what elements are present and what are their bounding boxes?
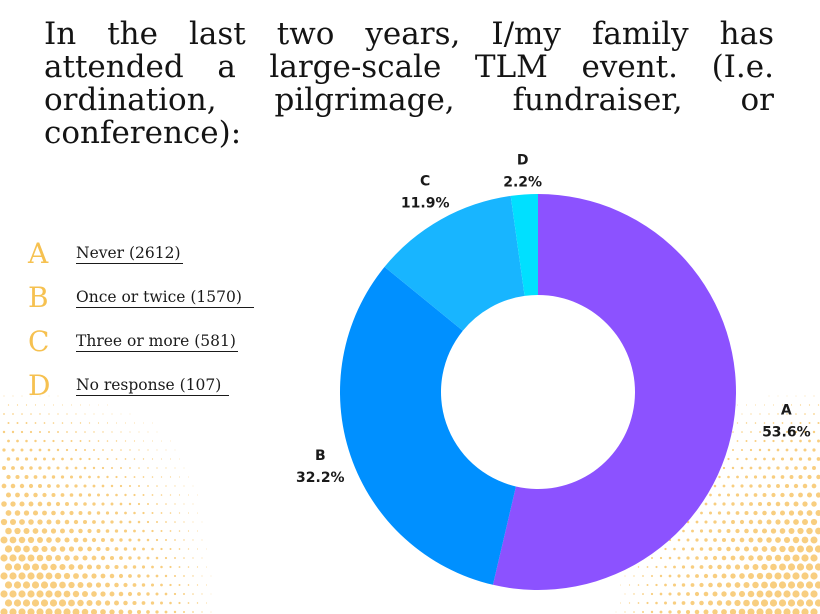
slice-percent-label: 2.2% — [503, 175, 542, 191]
donut-slice-d — [510, 194, 538, 296]
donut-slice-b — [339, 266, 516, 585]
slice-letter-label: A — [781, 403, 792, 419]
legend-item: D No response (107) — [28, 364, 254, 408]
legend-item: A Never (2612) — [28, 232, 254, 276]
slice-letter-label: C — [420, 174, 430, 190]
slice-percent-label: 53.6% — [762, 425, 811, 441]
legend-letter: D — [28, 369, 51, 402]
slice-letter-label: D — [517, 153, 529, 169]
legend-label: Never (2612) — [76, 244, 183, 264]
slice-percent-label: 32.2% — [296, 470, 345, 486]
legend-item: B Once or twice (1570) — [28, 276, 254, 320]
chart-title: In the last two years, I/my family has a… — [44, 16, 774, 151]
legend-label: Three or more (581) — [76, 332, 238, 352]
donut-slice-a — [492, 194, 736, 590]
legend: A Never (2612) B Once or twice (1570) C … — [28, 232, 254, 408]
slice-percent-label: 11.9% — [401, 196, 450, 212]
legend-letter: B — [28, 281, 49, 314]
legend-label: Once or twice (1570) — [76, 288, 254, 308]
legend-letter: A — [28, 237, 49, 270]
slice-letter-label: B — [315, 448, 326, 464]
donut-slice-c — [384, 195, 525, 331]
legend-letter: C — [28, 325, 50, 358]
legend-label: No response (107) — [76, 376, 230, 396]
legend-item: C Three or more (581) — [28, 320, 254, 364]
